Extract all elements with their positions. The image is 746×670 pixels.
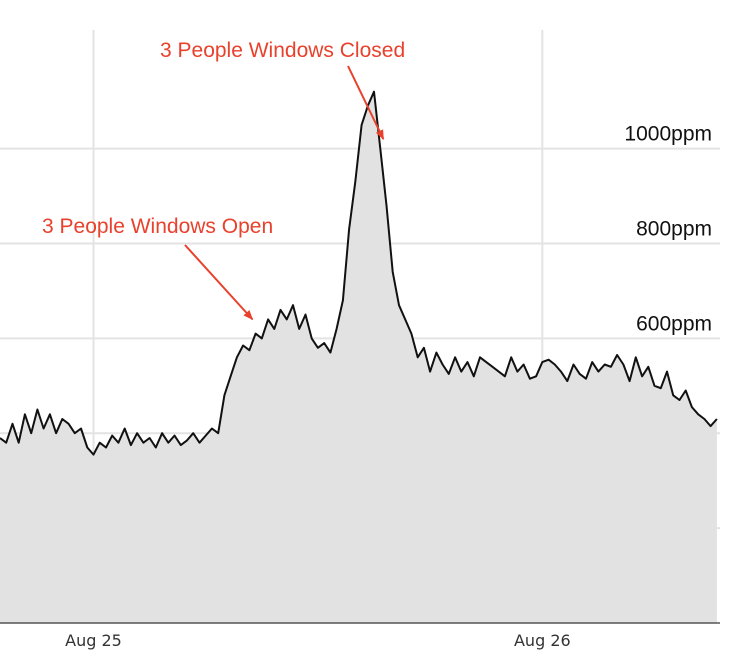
y-tick-label: 600ppm (636, 312, 712, 335)
x-tick-label: Aug 25 (65, 631, 122, 650)
x-tick-label: Aug 26 (514, 631, 571, 650)
annotation-arrow (184, 244, 254, 321)
annotations: 3 People Windows Open 3 People Windows Cl… (42, 39, 405, 321)
annotation-label: 3 People Windows Closed (160, 39, 405, 62)
y-axis-ticks: 1000ppm 800ppm 600ppm (624, 123, 712, 336)
y-tick-label: 800ppm (636, 217, 712, 240)
series-area-fill (0, 91, 717, 623)
annotation-label: 3 People Windows Open (42, 215, 273, 238)
y-tick-label: 1000ppm (624, 123, 712, 146)
annotation-arrow (347, 65, 385, 141)
x-axis-ticks: Aug 25 Aug 26 (65, 631, 571, 650)
series-line (0, 90, 718, 456)
